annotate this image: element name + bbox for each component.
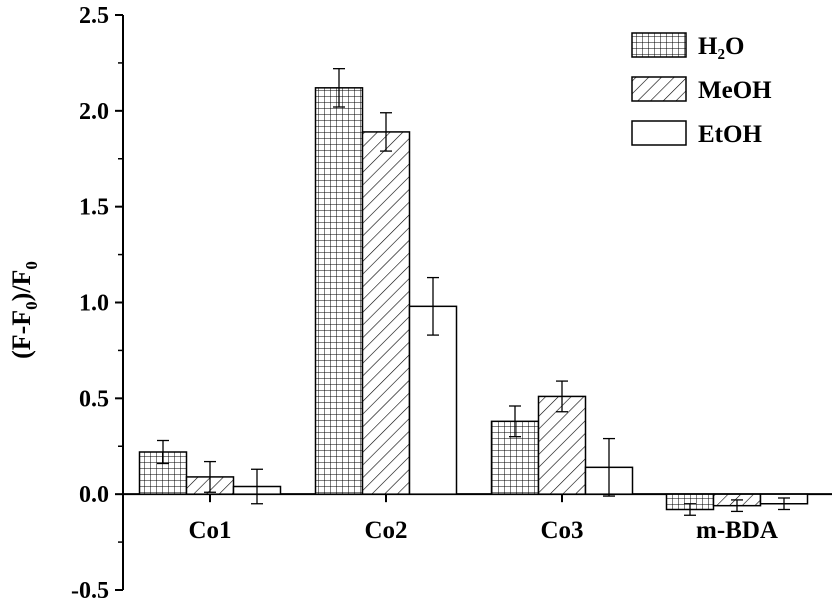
category-label: Co2 [364, 517, 407, 544]
legend: H₂O MeOH EtOH [631, 32, 772, 148]
legend-label: MeOH [698, 77, 772, 104]
y-tick-label: 2.0 [79, 99, 109, 125]
category-label: m-BDA [696, 517, 778, 544]
bar [361, 131, 411, 495]
legend-label: H₂O [698, 33, 744, 60]
plot-area: -0.5 0.0 0.5 1.0 1.5 2.0 2.5 Co1 Co2 Co3 m-BDA [71, 3, 832, 603]
y-tick-label: 1.5 [79, 195, 109, 221]
y-tick-label: 2.5 [79, 3, 109, 29]
category-label: Co1 [188, 517, 231, 544]
y-tick-label: 1.0 [79, 291, 109, 317]
y-axis-title: (F-F0)/F0 [7, 261, 41, 359]
legend-label: EtOH [698, 121, 762, 148]
y-tick-label: 0.0 [79, 482, 109, 508]
bar [314, 87, 364, 495]
y-tick-label: 0.5 [79, 386, 109, 412]
legend-swatch [631, 76, 687, 102]
bar [408, 305, 458, 495]
y-tick-label: -0.5 [71, 578, 109, 603]
category-label: Co3 [540, 517, 583, 544]
bar [537, 395, 587, 495]
legend-swatch [631, 120, 687, 146]
legend-swatch [631, 32, 687, 58]
